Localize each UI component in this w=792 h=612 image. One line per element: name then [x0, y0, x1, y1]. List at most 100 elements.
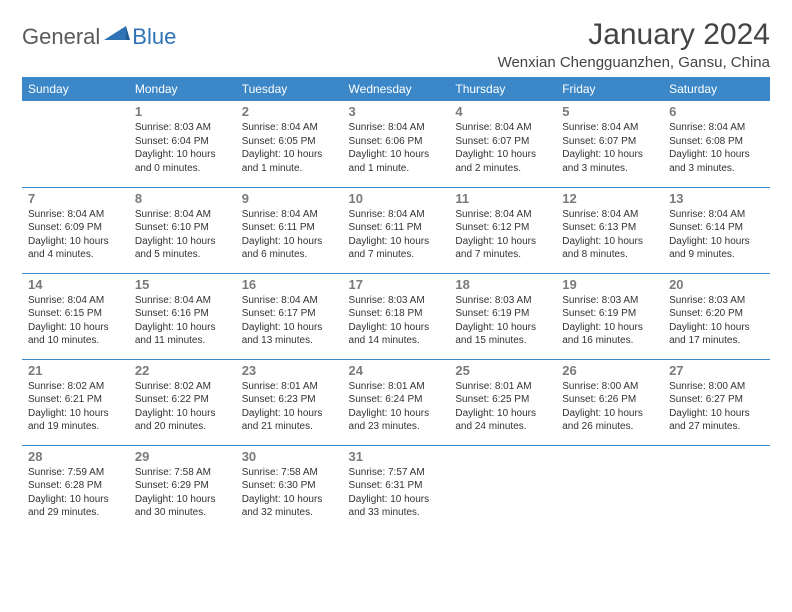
day-info: Sunrise: 8:04 AMSunset: 6:06 PMDaylight:…: [349, 121, 444, 175]
day-info-line: Sunset: 6:26 PM: [562, 393, 657, 407]
day-number: 7: [28, 191, 123, 206]
day-info-line: Sunrise: 7:58 AM: [242, 466, 337, 480]
day-info-line: and 4 minutes.: [28, 248, 123, 262]
day-info-line: and 6 minutes.: [242, 248, 337, 262]
calendar-day-cell: 1Sunrise: 8:03 AMSunset: 6:04 PMDaylight…: [129, 101, 236, 187]
day-number: 21: [28, 363, 123, 378]
logo-text-blue: Blue: [132, 24, 176, 50]
day-info-line: and 16 minutes.: [562, 334, 657, 348]
day-info-line: Daylight: 10 hours: [669, 321, 764, 335]
day-info: Sunrise: 8:03 AMSunset: 6:18 PMDaylight:…: [349, 294, 444, 348]
day-number: 22: [135, 363, 230, 378]
logo: General Blue: [22, 24, 176, 50]
day-info: Sunrise: 8:04 AMSunset: 6:10 PMDaylight:…: [135, 208, 230, 262]
calendar-day-cell: 4 Sunrise: 8:04 AMSunset: 6:07 PMDaylight…: [449, 101, 556, 187]
day-number: 3: [349, 104, 444, 119]
calendar-day-cell: 15 Sunrise: 8:04 AMSunset: 6:16 PMDayligh…: [129, 273, 236, 359]
day-info-line: Daylight: 10 hours: [28, 321, 123, 335]
day-info: Sunrise: 8:04 AMSunset: 6:16 PMDaylight:…: [135, 294, 230, 348]
day-info: Sunrise: 8:03 AMSunset: 6:19 PMDaylight:…: [455, 294, 550, 348]
day-info-line: and 23 minutes.: [349, 420, 444, 434]
day-info-line: Sunrise: 8:03 AM: [135, 121, 230, 135]
day-info: Sunrise: 8:04 AMSunset: 6:05 PMDaylight:…: [242, 121, 337, 175]
day-number: 23: [242, 363, 337, 378]
day-info: Sunrise: 8:04 AMSunset: 6:15 PMDaylight:…: [28, 294, 123, 348]
day-number: 17: [349, 277, 444, 292]
day-info-line: Sunset: 6:08 PM: [669, 135, 764, 149]
day-info: Sunrise: 8:04 AMSunset: 6:11 PMDaylight:…: [349, 208, 444, 262]
day-number: 4: [455, 104, 550, 119]
day-info-line: and 19 minutes.: [28, 420, 123, 434]
day-number: 30: [242, 449, 337, 464]
day-info-line: and 15 minutes.: [455, 334, 550, 348]
weekday-header: Monday: [129, 77, 236, 101]
weekday-header: Thursday: [449, 77, 556, 101]
day-number: 14: [28, 277, 123, 292]
day-info-line: Sunset: 6:18 PM: [349, 307, 444, 321]
day-info-line: and 2 minutes.: [455, 162, 550, 176]
calendar-day-cell: 31Sunrise: 7:57 AMSunset: 6:31 PMDayligh…: [343, 445, 450, 531]
weekday-header: Wednesday: [343, 77, 450, 101]
day-info-line: Sunrise: 8:04 AM: [242, 208, 337, 222]
day-info-line: Sunrise: 8:03 AM: [455, 294, 550, 308]
day-info-line: Sunrise: 8:04 AM: [28, 294, 123, 308]
day-number: 8: [135, 191, 230, 206]
day-info-line: Daylight: 10 hours: [455, 148, 550, 162]
day-info-line: and 21 minutes.: [242, 420, 337, 434]
day-number: 2: [242, 104, 337, 119]
title-block: January 2024 Wenxian Chengguanzhen, Gans…: [498, 18, 770, 71]
day-info: Sunrise: 8:01 AMSunset: 6:24 PMDaylight:…: [349, 380, 444, 434]
day-info: Sunrise: 8:04 AMSunset: 6:14 PMDaylight:…: [669, 208, 764, 262]
day-info: Sunrise: 8:04 AMSunset: 6:08 PMDaylight:…: [669, 121, 764, 175]
day-info-line: and 1 minute.: [349, 162, 444, 176]
day-info-line: Sunset: 6:09 PM: [28, 221, 123, 235]
day-info: Sunrise: 8:03 AMSunset: 6:19 PMDaylight:…: [562, 294, 657, 348]
day-number: 18: [455, 277, 550, 292]
day-info-line: Sunset: 6:12 PM: [455, 221, 550, 235]
calendar-day-cell: 27Sunrise: 8:00 AMSunset: 6:27 PMDayligh…: [663, 359, 770, 445]
day-info-line: Sunrise: 8:02 AM: [28, 380, 123, 394]
day-info-line: Sunrise: 8:03 AM: [562, 294, 657, 308]
day-number: 1: [135, 104, 230, 119]
day-info-line: Daylight: 10 hours: [562, 148, 657, 162]
day-info-line: Sunset: 6:15 PM: [28, 307, 123, 321]
calendar-day-cell: 14 Sunrise: 8:04 AMSunset: 6:15 PMDayligh…: [22, 273, 129, 359]
day-info: Sunrise: 7:58 AMSunset: 6:30 PMDaylight:…: [242, 466, 337, 520]
day-info-line: Sunrise: 8:04 AM: [135, 208, 230, 222]
day-info-line: Daylight: 10 hours: [242, 148, 337, 162]
day-number: 15: [135, 277, 230, 292]
day-info-line: and 7 minutes.: [349, 248, 444, 262]
day-info-line: and 0 minutes.: [135, 162, 230, 176]
day-info-line: Daylight: 10 hours: [669, 235, 764, 249]
calendar-day-cell: 30 Sunrise: 7:58 AMSunset: 6:30 PMDayligh…: [236, 445, 343, 531]
calendar-day-cell: 25Sunrise: 8:01 AMSunset: 6:25 PMDayligh…: [449, 359, 556, 445]
day-info-line: Daylight: 10 hours: [135, 235, 230, 249]
calendar-day-cell: [22, 101, 129, 187]
calendar-day-cell: 6Sunrise: 8:04 AMSunset: 6:08 PMDaylight…: [663, 101, 770, 187]
calendar-day-cell: 18 Sunrise: 8:03 AMSunset: 6:19 PMDayligh…: [449, 273, 556, 359]
day-info-line: and 17 minutes.: [669, 334, 764, 348]
day-info-line: Sunset: 6:30 PM: [242, 479, 337, 493]
day-info-line: Sunset: 6:10 PM: [135, 221, 230, 235]
day-info: Sunrise: 8:02 AMSunset: 6:21 PMDaylight:…: [28, 380, 123, 434]
calendar-week-row: 14Sunrise: 8:04 AMSunset: 6:15 PMDayligh…: [22, 273, 770, 359]
day-info-line: and 27 minutes.: [669, 420, 764, 434]
day-number: 16: [242, 277, 337, 292]
day-number: 13: [669, 191, 764, 206]
day-info-line: and 9 minutes.: [669, 248, 764, 262]
day-info-line: Sunset: 6:16 PM: [135, 307, 230, 321]
day-info: Sunrise: 8:04 AMSunset: 6:07 PMDaylight:…: [455, 121, 550, 175]
day-info-line: Daylight: 10 hours: [135, 321, 230, 335]
calendar-week-row: 7 Sunrise: 8:04 AM Sunset: 6:09 PM Daylight…: [22, 187, 770, 273]
day-info-line: Sunrise: 8:04 AM: [455, 121, 550, 135]
day-info-line: Sunrise: 8:04 AM: [242, 121, 337, 135]
day-info-line: Sunset: 6:11 PM: [349, 221, 444, 235]
calendar-day-cell: 8 Sunrise: 8:04 AMSunset: 6:10 PMDaylight…: [129, 187, 236, 273]
day-number: 12: [562, 191, 657, 206]
day-info-line: and 1 minute.: [242, 162, 337, 176]
day-info-line: Daylight: 10 hours: [455, 235, 550, 249]
day-info-line: Sunrise: 8:01 AM: [349, 380, 444, 394]
day-info-line: Sunrise: 8:00 AM: [669, 380, 764, 394]
logo-triangle-icon: [104, 24, 130, 47]
calendar-day-cell: 21 Sunrise: 8:02 AMSunset: 6:21 PMDayligh…: [22, 359, 129, 445]
